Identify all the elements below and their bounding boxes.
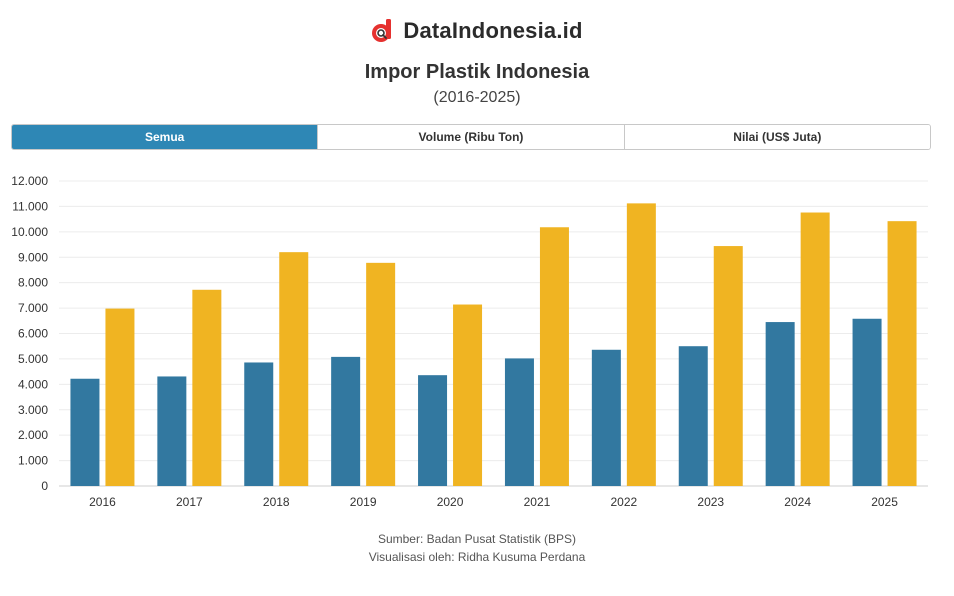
- x-tick-label: 2019: [350, 495, 377, 509]
- bar-volume: [852, 318, 882, 486]
- x-tick-label: 2016: [89, 495, 116, 509]
- bar-volume: [331, 356, 361, 486]
- bar-nilai: [105, 308, 135, 486]
- brand-name: DataIndonesia.id: [403, 18, 583, 43]
- bar-volume: [70, 378, 100, 486]
- y-tick-label: 2.000: [18, 428, 48, 442]
- tab-nilai[interactable]: Nilai (US$ Juta): [624, 125, 930, 149]
- y-tick-label: 12.000: [11, 174, 48, 188]
- bar-volume: [418, 375, 448, 486]
- y-tick-label: 4.000: [18, 377, 48, 391]
- x-tick-label: 2021: [524, 495, 551, 509]
- bar-nilai: [713, 246, 743, 486]
- chart-footer: Sumber: Badan Pusat Statistik (BPS) Visu…: [0, 530, 954, 566]
- bar-nilai: [887, 221, 917, 486]
- tab-semua[interactable]: Semua: [12, 125, 319, 149]
- bar-volume: [157, 376, 187, 486]
- y-tick-label: 0: [41, 479, 48, 493]
- x-tick-label: 2023: [697, 495, 724, 509]
- bar-nilai: [800, 212, 830, 486]
- bar-nilai: [279, 252, 309, 486]
- d-magnifier-logo-icon: [372, 19, 392, 42]
- bar-volume: [678, 346, 708, 486]
- brand-header: DataIndonesia.id: [0, 18, 954, 44]
- bar-nilai: [192, 289, 222, 486]
- chart-subtitle: (2016-2025): [433, 89, 521, 106]
- bar-nilai: [539, 227, 569, 486]
- y-tick-label: 9.000: [18, 250, 48, 264]
- y-tick-label: 6.000: [18, 327, 48, 341]
- series-filter-tabs: Semua Volume (Ribu Ton) Nilai (US$ Juta): [11, 124, 931, 150]
- y-tick-label: 3.000: [18, 403, 48, 417]
- y-tick-label: 8.000: [18, 276, 48, 290]
- bar-chart: 0 1.000 2.000 3.000 4.000 5.000 6.000 7.000 8.00…: [11, 174, 928, 509]
- y-tick-label: 11.000: [12, 199, 48, 213]
- y-tick-label: 10.000: [11, 225, 48, 239]
- x-tick-label: 2018: [263, 495, 290, 509]
- bar-volume: [504, 358, 534, 486]
- x-tick-label: 2025: [871, 495, 898, 509]
- bar-nilai: [626, 203, 656, 486]
- y-tick-label: 7.000: [18, 301, 48, 315]
- y-tick-label: 1.000: [18, 454, 48, 468]
- credit-note: Visualisasi oleh: Ridha Kusuma Perdana: [368, 550, 586, 564]
- x-tick-label: 2022: [610, 495, 637, 509]
- x-tick-label: 2020: [437, 495, 464, 509]
- y-tick-label: 5.000: [18, 352, 48, 366]
- bar-volume: [244, 362, 274, 486]
- bar-nilai: [366, 262, 396, 486]
- chart-title: Impor Plastik Indonesia: [364, 61, 590, 83]
- bar-volume: [765, 322, 795, 486]
- bar-volume: [591, 349, 621, 486]
- bar-nilai: [453, 304, 483, 486]
- source-note: Sumber: Badan Pusat Statistik (BPS): [377, 532, 577, 546]
- tab-volume[interactable]: Volume (Ribu Ton): [318, 125, 625, 149]
- x-tick-label: 2024: [784, 495, 811, 509]
- x-tick-label: 2017: [176, 495, 203, 509]
